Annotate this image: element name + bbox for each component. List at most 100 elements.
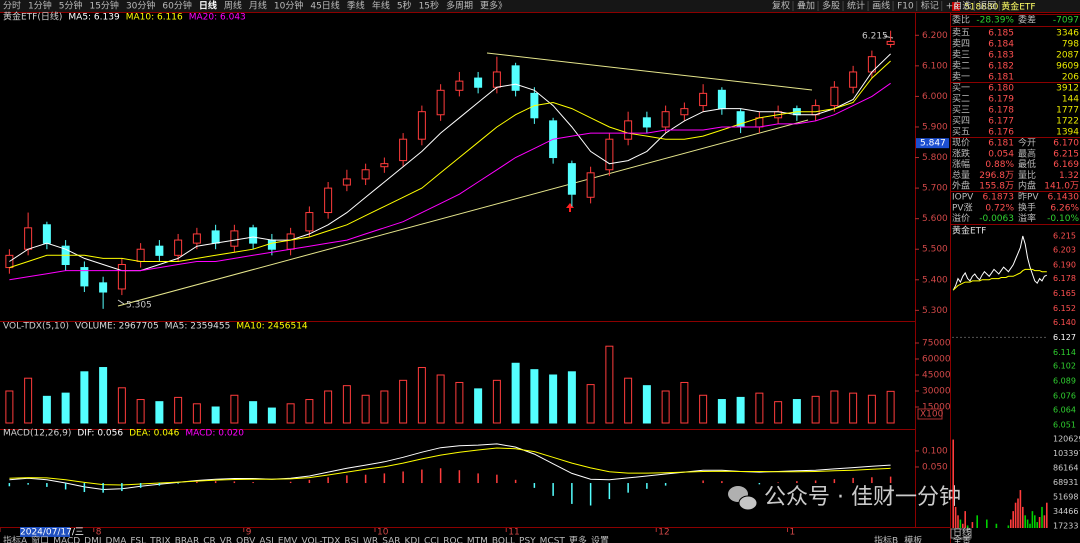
volume-bar [399, 379, 408, 424]
indicator-tab[interactable]: OBV [236, 537, 256, 543]
period-tab[interactable]: 分时 [3, 0, 21, 12]
action-button[interactable]: 标记 [921, 0, 939, 12]
indicator-tab[interactable]: KDJ [404, 537, 420, 543]
ma-line [9, 82, 891, 281]
indicator-tab[interactable]: EMV [278, 537, 298, 543]
volume-bar [305, 399, 314, 424]
indicator-tab[interactable]: 窗口 [31, 535, 49, 543]
mini-volume-bar [1022, 506, 1024, 528]
indicator-tab[interactable]: 设置 [591, 536, 609, 543]
indicator-tab[interactable]: DMI [84, 537, 101, 543]
volume-bar [511, 362, 520, 424]
indicator-tab[interactable]: MTM [467, 537, 488, 543]
candle-body [342, 178, 351, 186]
action-button[interactable]: 返回 [978, 0, 996, 12]
candle-body [267, 239, 276, 250]
indicator-tab[interactable]: ROC [443, 537, 463, 543]
quote-value: 1.32 [1059, 171, 1079, 181]
period-tab[interactable]: 10分钟 [274, 0, 303, 12]
indicator-tab[interactable]: VOL-TDX [301, 537, 340, 543]
period-tab[interactable]: 月线 [249, 0, 267, 12]
indicator-tab[interactable]: WR [363, 537, 378, 543]
indicator-tab[interactable]: CCI [424, 537, 439, 543]
action-button[interactable]: 统计 [847, 0, 865, 12]
period-tab[interactable]: 15分钟 [89, 0, 118, 12]
volume-bar [774, 401, 783, 424]
indicator-tab[interactable]: PSY [519, 537, 536, 543]
indicator-tab[interactable]: TRIX [149, 537, 171, 543]
indicator-tab[interactable]: RSI [344, 537, 359, 543]
action-button[interactable]: 复权 [772, 0, 790, 12]
mini-volume-bar [1041, 506, 1043, 528]
x-tick-label: 8 [96, 528, 102, 538]
period-tab[interactable]: 多周期 [446, 0, 473, 12]
period-tab[interactable]: 30分钟 [126, 0, 155, 12]
mini-volume-bar [957, 515, 959, 528]
candle-body [155, 245, 164, 256]
mini-volume-bar [1019, 490, 1022, 528]
action-button[interactable]: 叠加 [797, 1, 815, 12]
book-price: 6.180 [988, 84, 1014, 94]
candle-body [99, 282, 108, 293]
legend-entry: MA10: 2456514 [236, 322, 308, 332]
candle-body [605, 138, 614, 171]
unit-label: X100 [920, 410, 944, 420]
action-button[interactable]: 多股 [822, 0, 840, 12]
indicator-tab[interactable]: CR [203, 537, 216, 543]
indicator-tab[interactable]: 指标B [874, 535, 898, 543]
indicator-tab[interactable]: MACD [53, 537, 80, 543]
volume-bar [24, 377, 33, 424]
footer-tab[interactable]: 日线 [953, 527, 971, 539]
quote-label: 昨PV [1018, 191, 1039, 203]
y-tick-label: 5.500 [922, 245, 948, 255]
indicator-tab[interactable]: VR [220, 537, 232, 543]
mini-price-tick: 6.089 [1053, 377, 1076, 386]
indicator-tab[interactable]: 指标A [3, 535, 28, 543]
period-tab[interactable]: 5秒 [397, 0, 412, 12]
candle-body [642, 117, 651, 128]
period-tab[interactable]: 5分钟 [59, 0, 83, 12]
footer-tab[interactable]: 全景 [953, 535, 971, 543]
action-button[interactable]: F10 [897, 2, 914, 12]
legend-entry: MACD(12,26,9) [3, 429, 71, 439]
indicator-tab[interactable]: BRAR [175, 537, 199, 543]
mini-volume-tick: 51698 [1053, 493, 1078, 502]
indicator-tab[interactable]: ASI [259, 537, 274, 543]
period-tab[interactable]: 1分钟 [28, 0, 52, 12]
period-tab[interactable]: 15秒 [419, 0, 439, 12]
action-button[interactable]: +自选 [946, 0, 972, 12]
book-label: 卖五 [952, 28, 970, 39]
indicator-tab[interactable]: 模板 [904, 535, 922, 543]
book-label: 卖四 [952, 39, 970, 50]
book-price: 6.183 [988, 51, 1014, 61]
y-tick-label: 45000 [922, 371, 951, 381]
volume-bar [549, 374, 558, 424]
indicator-tab[interactable]: SAR [382, 537, 400, 543]
volume-bar [80, 371, 89, 424]
mini-volume-bar [986, 519, 988, 528]
action-button[interactable]: 画线 [872, 0, 890, 12]
volume-bar [755, 392, 764, 424]
candle-body [117, 264, 126, 290]
indicator-tab[interactable]: DMA [106, 537, 128, 543]
period-tab[interactable]: 周线 [224, 0, 242, 12]
book-price: 6.184 [988, 40, 1014, 50]
quote-value: 141.0万 [1044, 182, 1079, 192]
indicator-tab[interactable]: FSL [130, 537, 146, 543]
indicator-tab[interactable]: 更多 [569, 535, 587, 543]
volume-bar [886, 390, 895, 424]
period-tab[interactable]: 更多》 [480, 0, 507, 12]
period-tab[interactable]: 45日线 [310, 0, 339, 12]
y-tick-label: 5.300 [922, 306, 948, 316]
quote-label: 量比 [1018, 169, 1036, 181]
quote-label: 内盘 [1018, 180, 1036, 192]
period-tab[interactable]: 季线 [347, 0, 365, 12]
indicator-tab[interactable]: MCST [540, 537, 566, 543]
legend-entry: MACD: 0.020 [185, 429, 244, 439]
indicator-tab[interactable]: BOLL [492, 537, 515, 543]
mini-volume-bar [976, 515, 978, 528]
period-tab[interactable]: 60分钟 [162, 0, 191, 12]
book-price: 6.177 [988, 117, 1014, 127]
period-tab[interactable]: 年线 [372, 0, 390, 12]
period-tab[interactable]: 日线 [199, 0, 217, 12]
